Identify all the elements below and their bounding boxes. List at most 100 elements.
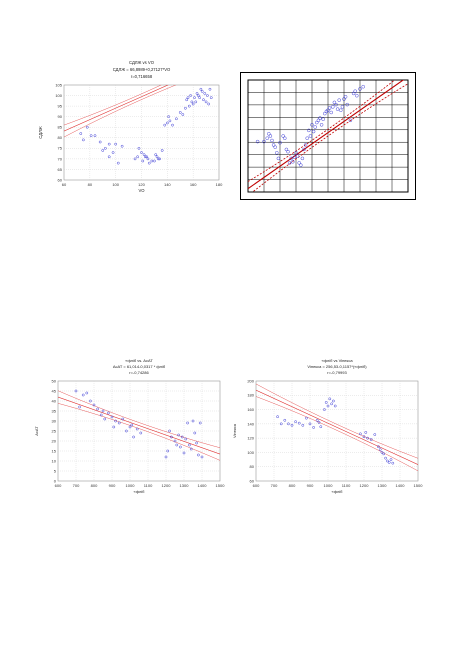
c3-y-tick-label: 15 <box>52 448 57 453</box>
c4-data-point <box>290 423 294 427</box>
c2-data-point <box>358 87 362 91</box>
c1-y-tick-label: 65 <box>58 167 63 172</box>
c4-data-point <box>308 422 312 426</box>
c4-data-point <box>328 397 332 401</box>
c2-data-point <box>275 151 279 155</box>
c3-data-point <box>101 409 105 413</box>
c2-data-point <box>294 151 298 155</box>
c3-data-point <box>114 419 117 423</box>
c1-data-point <box>181 113 185 116</box>
c4-data-point <box>319 425 323 429</box>
c2-data-point <box>270 138 274 143</box>
c3-data-point <box>195 441 198 445</box>
c1-data-point <box>194 100 198 104</box>
c1-data-point <box>107 142 111 146</box>
c3-data-point <box>193 431 197 435</box>
c4-y-tick-label: 100 <box>247 450 254 455</box>
c1-data-point <box>79 132 83 135</box>
c4-y-tick-label: 160 <box>247 407 254 412</box>
c3-x-tick-label: 1200 <box>162 483 172 488</box>
c1-fit-group <box>64 85 213 165</box>
c2-data-point <box>327 106 332 110</box>
c2-data-point <box>303 143 308 147</box>
c4-data-point <box>387 461 391 464</box>
c4-data-point <box>391 461 395 465</box>
c1-data-point <box>150 159 154 163</box>
c1-data-point <box>208 87 212 91</box>
c1-data-point <box>104 147 107 150</box>
chart-3-svg: 600 700 800 900 1000 1100 1200 1300 1400 1500 0 5 10… <box>34 358 225 494</box>
c3-data-point <box>175 443 179 447</box>
c2-data-point <box>305 136 309 140</box>
chart-panel-4: 600 700 800 900 1000 1100 1200 1300 1400 1500 60 80… <box>228 353 428 498</box>
c2-data-point <box>348 118 353 123</box>
c4-x-tick-label: 1000 <box>324 483 334 488</box>
c4-data-point <box>380 451 384 454</box>
c3-y-tick-label: 5 <box>54 468 57 473</box>
c1-data-point <box>120 144 124 148</box>
c3-data-point <box>103 417 107 421</box>
c1-data-point <box>146 157 150 161</box>
c4-data-point <box>333 404 337 408</box>
c3-y-tick-label: 20 <box>52 438 57 443</box>
c3-y-tick-label: 40 <box>52 398 57 403</box>
c1-data-point <box>187 104 191 108</box>
c4-data-point <box>305 416 308 420</box>
c1-data-point <box>191 102 195 106</box>
c1-data-point <box>190 100 194 104</box>
c2-data-point <box>343 95 348 99</box>
c3-data-point <box>197 453 200 457</box>
c3-data-point <box>168 429 171 433</box>
c2-regression-line <box>248 80 405 190</box>
c3-x-tick-label: 800 <box>91 483 98 488</box>
c1-data-point <box>85 125 89 129</box>
c4-plot-area <box>255 380 419 482</box>
c3-title: «фліб vs. AcAT <box>125 358 153 363</box>
c1-data-point <box>189 94 192 97</box>
c2-data-point <box>268 134 273 138</box>
c1-data-point <box>98 140 102 144</box>
c2-data-point <box>262 139 266 144</box>
c3-data-point <box>107 411 110 415</box>
c1-y-tick-label: 100 <box>55 93 62 98</box>
c1-data-point <box>200 90 204 93</box>
c1-data-point <box>178 111 182 114</box>
c3-x-tick-label: 900 <box>109 483 116 488</box>
c4-data-point <box>366 436 369 440</box>
c2-data-point <box>295 154 300 158</box>
c2-data-point <box>345 102 349 107</box>
c1-data-point <box>155 155 159 159</box>
c2-data-point <box>300 156 305 161</box>
c2-data-point <box>287 161 292 165</box>
c4-y-tick-label: 120 <box>247 436 254 441</box>
c3-data-point <box>112 425 116 429</box>
c3-data-point <box>164 455 168 459</box>
c3-y-tick-label: 25 <box>52 428 57 433</box>
c2-data-point <box>276 156 281 161</box>
c2-data-point <box>335 107 340 111</box>
c2-data-point <box>318 116 322 120</box>
c1-data-point <box>163 123 167 127</box>
c3-data-point <box>182 451 186 455</box>
c2-data-point <box>310 123 314 127</box>
c3-data-point <box>139 431 143 435</box>
c4-data-point <box>332 399 335 403</box>
c1-data-point <box>140 151 143 154</box>
c2-data-point <box>315 120 319 125</box>
c4-x-tick-label: 1200 <box>360 483 370 488</box>
c4-x-axis-label: «фліб <box>332 489 344 494</box>
c4-data-point <box>324 401 328 404</box>
c4-x-tick-label: 1100 <box>342 483 351 488</box>
c3-confidence-lower <box>58 403 220 461</box>
c1-data-point <box>153 159 156 163</box>
c1-x-tick-label: 120 <box>138 182 145 187</box>
c3-data-point <box>99 413 103 417</box>
c1-y-tick-label: 80 <box>58 135 63 140</box>
c1-y-tick-label: 75 <box>58 146 63 151</box>
c3-data-point <box>85 391 89 395</box>
c1-x-tick-label: 60 <box>62 182 67 187</box>
c2-data-point <box>302 147 306 152</box>
c4-data-point <box>283 418 287 422</box>
c1-y-tick-label: 105 <box>55 82 62 87</box>
c1-data-point <box>197 94 200 97</box>
